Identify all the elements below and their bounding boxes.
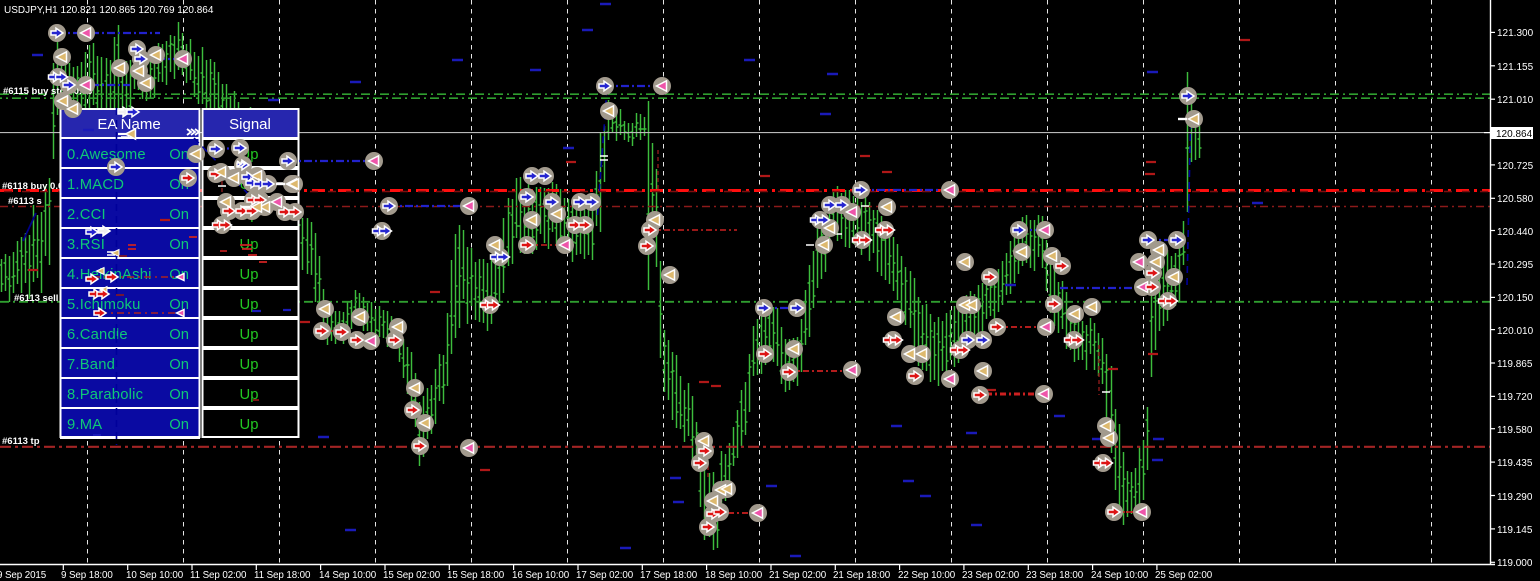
svg-text:9 Sep 18:00: 9 Sep 18:00 [61, 570, 113, 581]
svg-text:120.864: 120.864 [1496, 129, 1533, 140]
svg-text:Up: Up [240, 417, 259, 433]
svg-text:Up: Up [240, 387, 259, 403]
svg-text:Up: Up [240, 267, 259, 283]
svg-text:23 Sep 18:00: 23 Sep 18:00 [1026, 570, 1084, 581]
svg-text:119.865: 119.865 [1497, 359, 1533, 370]
svg-text:USDJPY,H1 120.821 120.865 120: USDJPY,H1 120.821 120.865 120.769 120.86… [4, 5, 214, 16]
svg-text:14 Sep 10:00: 14 Sep 10:00 [319, 570, 377, 581]
svg-text:120.440: 120.440 [1497, 227, 1534, 238]
svg-text:121.010: 121.010 [1497, 95, 1534, 106]
svg-text:24 Sep 10:00: 24 Sep 10:00 [1091, 570, 1149, 581]
svg-text:120.580: 120.580 [1497, 194, 1534, 205]
svg-text:Signal: Signal [229, 116, 271, 133]
svg-text:0.Awesome: 0.Awesome [67, 147, 146, 163]
svg-text:121.155: 121.155 [1497, 62, 1534, 73]
svg-text:Up: Up [240, 357, 259, 373]
svg-text:Up: Up [240, 327, 259, 343]
svg-text:119.435: 119.435 [1497, 458, 1533, 469]
svg-text:On: On [169, 207, 189, 223]
svg-text:On: On [169, 147, 189, 163]
svg-text:120.150: 120.150 [1497, 293, 1534, 304]
svg-text:119.000: 119.000 [1497, 558, 1533, 569]
svg-text:Up: Up [240, 297, 259, 313]
svg-text:#6113 tp: #6113 tp [2, 436, 40, 447]
svg-text:18 Sep 10:00: 18 Sep 10:00 [705, 570, 763, 581]
svg-text:119.720: 119.720 [1497, 392, 1533, 403]
svg-text:17 Sep 02:00: 17 Sep 02:00 [576, 570, 634, 581]
svg-text:#6115 buy stop 0.03: #6115 buy stop 0.03 [3, 86, 92, 97]
svg-text:On: On [169, 417, 189, 433]
svg-text:16 Sep 10:00: 16 Sep 10:00 [512, 570, 570, 581]
svg-text:On: On [169, 387, 189, 403]
svg-text:8.Parabolic: 8.Parabolic [67, 387, 144, 403]
svg-text:#6113 sell st: #6113 sell st [14, 293, 70, 304]
svg-text:On: On [169, 267, 189, 283]
svg-text:21 Sep 02:00: 21 Sep 02:00 [769, 570, 827, 581]
svg-text:120.010: 120.010 [1497, 326, 1534, 337]
svg-text:120.725: 120.725 [1497, 161, 1534, 172]
svg-text:9.MA: 9.MA [67, 417, 102, 433]
svg-text:120.295: 120.295 [1497, 260, 1534, 271]
svg-text:119.580: 119.580 [1497, 425, 1533, 436]
svg-text:#6113 s: #6113 s [8, 196, 42, 207]
svg-text:#6118 buy 0.03: #6118 buy 0.03 [2, 181, 69, 192]
svg-text:7.Band: 7.Band [67, 357, 115, 373]
svg-text:On: On [169, 357, 189, 373]
svg-text:17 Sep 18:00: 17 Sep 18:00 [640, 570, 698, 581]
svg-text:2.CCI: 2.CCI [67, 207, 106, 223]
svg-text:1.MACD: 1.MACD [67, 177, 124, 193]
svg-text:11 Sep 02:00: 11 Sep 02:00 [190, 570, 247, 581]
svg-text:23 Sep 02:00: 23 Sep 02:00 [962, 570, 1020, 581]
svg-text:15 Sep 18:00: 15 Sep 18:00 [447, 570, 505, 581]
svg-text:22 Sep 10:00: 22 Sep 10:00 [898, 570, 956, 581]
svg-text:On: On [169, 237, 189, 253]
svg-text:6.Candle: 6.Candle [67, 327, 128, 343]
svg-text:15 Sep 02:00: 15 Sep 02:00 [383, 570, 441, 581]
svg-text:9 Sep 2015: 9 Sep 2015 [0, 570, 47, 581]
svg-text:3.RSI: 3.RSI [67, 237, 105, 253]
svg-text:10 Sep 10:00: 10 Sep 10:00 [126, 570, 184, 581]
svg-text:25 Sep 02:00: 25 Sep 02:00 [1155, 570, 1213, 581]
svg-text:119.145: 119.145 [1497, 525, 1533, 536]
svg-text:21 Sep 18:00: 21 Sep 18:00 [833, 570, 891, 581]
svg-text:119.290: 119.290 [1497, 492, 1533, 503]
svg-text:5.Ichimoku: 5.Ichimoku [67, 297, 141, 313]
svg-text:EA Name: EA Name [97, 116, 160, 133]
svg-text:121.300: 121.300 [1497, 28, 1534, 39]
svg-text:11 Sep 18:00: 11 Sep 18:00 [254, 570, 311, 581]
svg-text:On: On [169, 297, 189, 313]
svg-text:On: On [169, 327, 189, 343]
